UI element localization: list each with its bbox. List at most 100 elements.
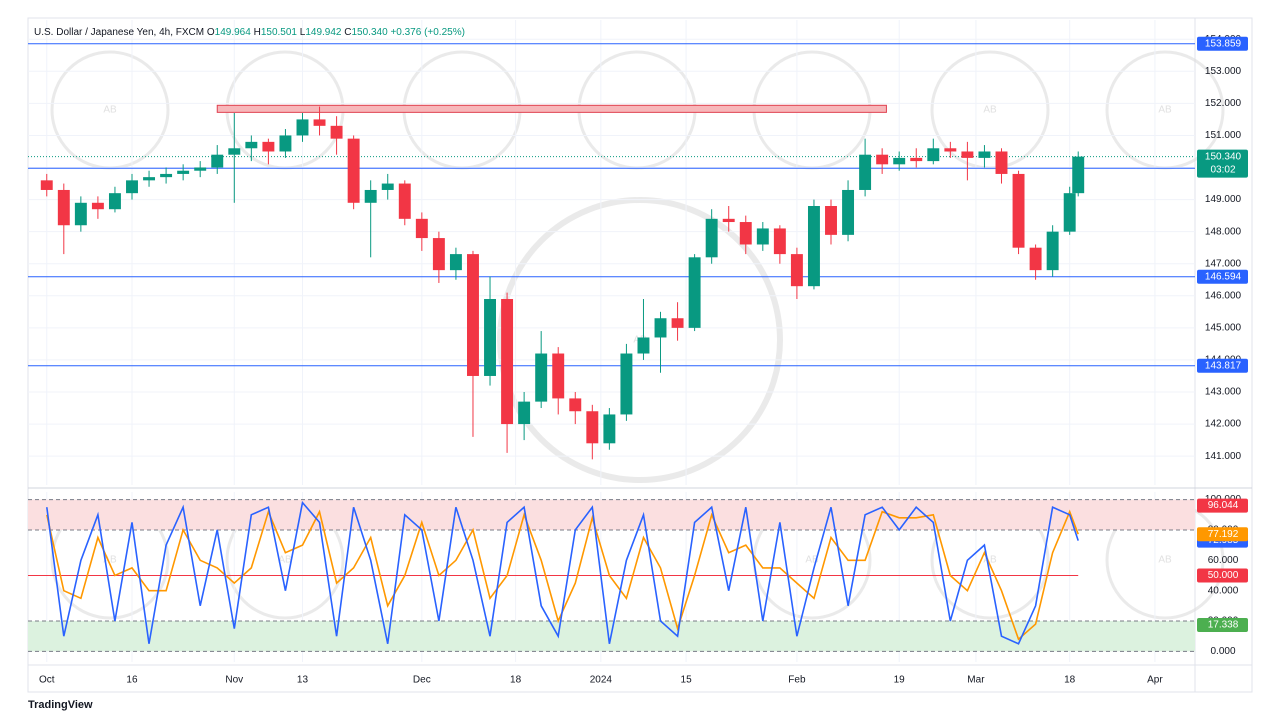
ohlc-key: L <box>299 27 306 38</box>
hline-label-box <box>1197 269 1248 284</box>
candle-body <box>228 148 241 155</box>
candle-body <box>1029 247 1042 271</box>
y-tick-label: 148.000 <box>1205 226 1242 237</box>
ohlc-key: C <box>344 27 352 38</box>
y-tick-label: 60.000 <box>1208 555 1239 566</box>
ohlc-value: 149.964 <box>214 27 251 38</box>
resistance-zone <box>216 104 887 113</box>
watermark-text: AB <box>103 555 117 566</box>
candle-body <box>944 148 957 152</box>
candle-body <box>347 138 360 203</box>
candle-body <box>603 414 616 444</box>
ohlc-key: O <box>206 27 215 38</box>
candle-body <box>842 189 855 235</box>
ohlc-key: H <box>253 27 261 38</box>
x-tick-label: 19 <box>894 675 906 686</box>
x-tick-label: Apr <box>1147 675 1163 686</box>
candle-body <box>177 170 190 174</box>
candle-body <box>74 202 87 226</box>
x-tick-label: Dec <box>413 675 431 686</box>
watermark-text: AB <box>983 555 997 566</box>
candle-body <box>1063 193 1076 232</box>
level-label-box <box>1197 618 1248 633</box>
candle-body <box>432 238 445 271</box>
midline-label-box <box>1197 568 1248 583</box>
candle-body <box>262 141 275 152</box>
watermark-text: AB <box>983 105 997 116</box>
last-price-label: 150.340 <box>1205 151 1242 162</box>
candle-body <box>245 141 258 149</box>
last-price-box <box>1197 149 1248 178</box>
y-tick-label: 0.000 <box>1210 646 1235 657</box>
candle-body <box>126 180 138 194</box>
countdown-label: 03:02 <box>1210 164 1235 175</box>
price-change: +0.376 (+0.25%) <box>390 27 465 38</box>
candle-body <box>893 157 906 165</box>
candle-body <box>1072 156 1085 194</box>
y-tick-label: 153.000 <box>1205 66 1242 77</box>
watermark-text: AB <box>103 105 117 116</box>
candle-body <box>313 119 326 126</box>
candle-body <box>910 157 923 162</box>
y-tick-label: 40.000 <box>1208 585 1239 596</box>
oscillator-line <box>46 500 1079 645</box>
hline-label: 146.594 <box>1205 271 1242 282</box>
level-label-box <box>1197 498 1248 513</box>
candle-body <box>194 167 207 171</box>
candle-body <box>978 151 991 158</box>
candle-body <box>91 202 104 210</box>
watermark-text: AB <box>278 555 292 566</box>
y-tick-label: 146.000 <box>1205 290 1242 301</box>
hline-label-box <box>1197 358 1248 373</box>
candle-body <box>484 299 496 376</box>
candle-body <box>995 151 1008 174</box>
candle-body <box>927 148 940 162</box>
candle-body <box>586 411 599 444</box>
ohlc-value: 150.340 <box>351 27 388 38</box>
candle-body <box>501 299 514 425</box>
candle-body <box>381 183 394 190</box>
y-tick-label: 142.000 <box>1205 419 1242 430</box>
candle-body <box>330 125 343 139</box>
hline-label-box <box>1197 36 1248 51</box>
y-tick-label: 141.000 <box>1205 451 1242 462</box>
x-tick-label: 18 <box>1064 675 1076 686</box>
ohlc-value: 149.942 <box>305 27 342 38</box>
midline-label: 50.000 <box>1208 570 1239 581</box>
candle-body <box>296 119 309 136</box>
candle-body <box>1012 173 1025 248</box>
hline-label: 153.859 <box>1205 38 1242 49</box>
candle-body <box>398 183 411 219</box>
candle-body <box>756 228 769 245</box>
footer: TradingView <box>28 699 93 711</box>
y-tick-label: 145.000 <box>1205 323 1242 334</box>
candle-body <box>705 218 718 258</box>
candle-body <box>876 154 889 165</box>
candle-body <box>961 151 974 158</box>
y-tick-label: 147.000 <box>1205 258 1242 269</box>
y-tick-label: 151.000 <box>1205 130 1242 141</box>
candle-body <box>620 353 633 415</box>
x-tick-label: 2024 <box>590 675 613 686</box>
candle-body <box>569 398 582 412</box>
oscillator-line <box>46 509 1079 641</box>
candle-body <box>773 228 786 255</box>
candle-body <box>552 353 565 399</box>
watermark-text: AB <box>1158 105 1172 116</box>
y-tick-label: 149.000 <box>1205 194 1242 205</box>
candle-body <box>739 222 752 245</box>
x-tick-label: 15 <box>681 675 693 686</box>
candle-body <box>57 189 70 226</box>
x-tick-label: 16 <box>126 675 138 686</box>
candle-body <box>518 401 531 425</box>
candle-body <box>671 318 684 328</box>
candle-body <box>825 206 837 235</box>
watermark-text: AB <box>1158 555 1172 566</box>
frame <box>27 17 1253 693</box>
x-tick-label: Nov <box>225 675 243 686</box>
series-last-label: 77.192 <box>1208 529 1239 540</box>
y-tick-label: 143.000 <box>1205 387 1242 398</box>
candle-body <box>415 218 428 239</box>
candle-body <box>143 177 156 181</box>
